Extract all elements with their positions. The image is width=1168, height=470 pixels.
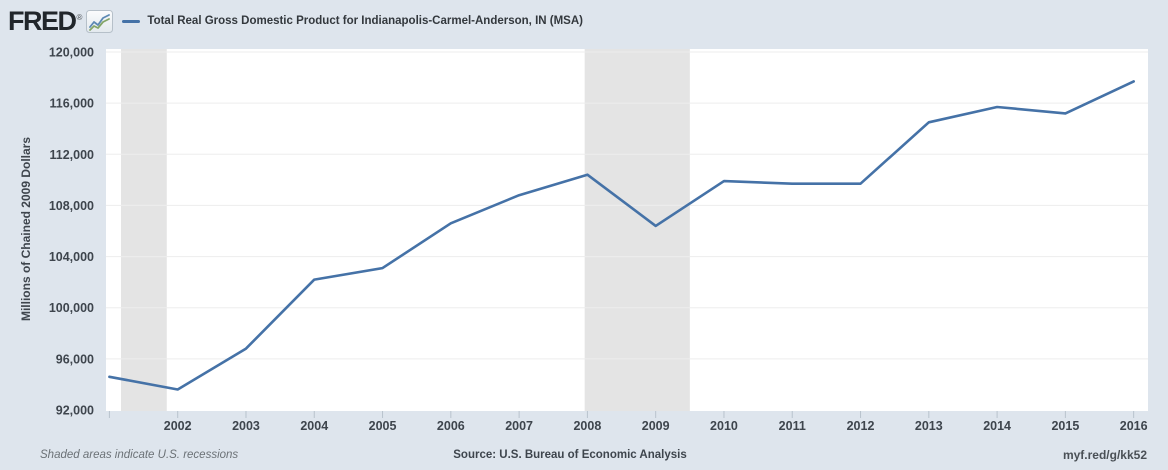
data-source: Source: U.S. Bureau of Economic Analysis — [453, 449, 687, 461]
x-tick-label: 2016 — [1120, 419, 1148, 433]
x-tick-label: 2014 — [983, 419, 1011, 433]
series-legend: Total Real Gross Domestic Product for In… — [122, 15, 583, 27]
recession-band — [121, 49, 167, 411]
fred-logo-text: FRED — [8, 6, 77, 36]
legend-line-swatch — [122, 19, 141, 23]
x-tick-label: 2015 — [1051, 419, 1079, 433]
x-tick-label: 2012 — [847, 419, 875, 433]
y-tick-label: 92,000 — [56, 404, 94, 418]
x-tick-label: 2008 — [573, 419, 601, 433]
x-tick-label: 2013 — [915, 419, 943, 433]
myfred-link[interactable]: myf.red/g/kk52 — [1062, 448, 1147, 462]
x-tick-label: 2003 — [232, 419, 260, 433]
y-tick-label: 120,000 — [49, 46, 94, 60]
recession-note: Shaded areas indicate U.S. recessions — [40, 449, 239, 461]
series-title: Total Real Gross Domestic Product for In… — [147, 15, 583, 27]
y-tick-label: 104,000 — [49, 250, 94, 264]
x-tick-label: 2004 — [300, 419, 328, 433]
registered-trademark: ® — [76, 13, 83, 22]
x-tick-label: 2005 — [369, 419, 397, 433]
x-tick-label: 2002 — [164, 419, 192, 433]
x-tick-label: 2010 — [710, 419, 738, 433]
fred-logo-chart-icon — [86, 9, 114, 33]
chart-header: FRED ® Total Real Gross Domestic Product … — [8, 5, 583, 37]
y-tick-label: 112,000 — [50, 148, 95, 162]
y-tick-label: 100,000 — [49, 301, 94, 315]
x-tick-label: 2009 — [642, 419, 670, 433]
x-tick-label: 2011 — [779, 419, 806, 433]
y-tick-label: 108,000 — [49, 199, 94, 213]
gdp-line — [108, 80, 1135, 391]
fred-logo: FRED ® — [8, 6, 83, 36]
x-tick-label: 2007 — [505, 419, 533, 433]
recession-band — [584, 49, 690, 411]
y-tick-label: 96,000 — [56, 352, 94, 366]
x-tick-label: 2006 — [437, 419, 465, 433]
y-tick-label: 116,000 — [50, 97, 95, 111]
